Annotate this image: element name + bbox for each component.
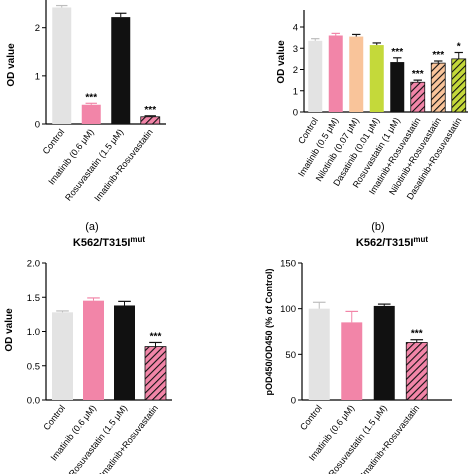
panel-c: K562/T315Imut OD value 0.0 0.5 1.0 1.5 2.0 Co… bbox=[4, 235, 172, 474]
y-tick-label: 1.5 bbox=[27, 293, 40, 304]
bar bbox=[52, 7, 72, 124]
bar bbox=[430, 62, 446, 113]
panel-c-title-superscript: mut bbox=[130, 235, 145, 244]
panel-c-title-main: K562/T315I bbox=[73, 237, 130, 249]
y-tick-label: 0 bbox=[291, 396, 296, 407]
y-tick-label: 4 bbox=[293, 23, 298, 34]
significance-label: * bbox=[457, 42, 461, 53]
bar bbox=[349, 36, 364, 112]
panel-d-ylabel: pOD450/OD450 (% of Control) bbox=[264, 268, 274, 395]
significance-label: *** bbox=[411, 329, 423, 340]
y-tick-label: 2.0 bbox=[27, 259, 40, 270]
bar bbox=[81, 104, 101, 124]
y-tick-label: 2 bbox=[293, 65, 298, 76]
x-tick-label: Control bbox=[298, 403, 324, 432]
y-tick-label: 1 bbox=[293, 86, 298, 97]
panel-c-title: K562/T315Imut bbox=[73, 235, 145, 249]
y-tick-label: 50 bbox=[285, 350, 296, 361]
bar bbox=[410, 81, 426, 113]
x-tick-label: Rosuvastatin (1.5 μM) bbox=[327, 403, 389, 474]
bar bbox=[328, 35, 343, 112]
x-tick-label: Control bbox=[41, 403, 67, 432]
y-tick-label: 100 bbox=[280, 304, 296, 315]
bar bbox=[83, 300, 104, 400]
panel-c-ylabel: OD value bbox=[4, 308, 15, 352]
y-tick-label: 0.5 bbox=[27, 361, 40, 372]
bar bbox=[369, 45, 384, 112]
y-tick-label: 3 bbox=[293, 44, 298, 55]
significance-label: *** bbox=[432, 50, 444, 61]
significance-label: *** bbox=[150, 331, 162, 342]
significance-label: *** bbox=[412, 69, 424, 80]
bar bbox=[373, 305, 395, 400]
bar bbox=[405, 342, 428, 401]
x-tick-label: Rosuvastatin (1.5 μM) bbox=[63, 127, 125, 203]
x-tick-label: Control bbox=[41, 127, 67, 156]
x-tick-label: Imatinib+Rosuvastatin bbox=[359, 403, 422, 474]
bar bbox=[451, 58, 467, 113]
y-tick-label: 150 bbox=[280, 259, 296, 270]
y-tick-label: 1.0 bbox=[27, 327, 40, 338]
panel-b-caption: (b) bbox=[371, 221, 384, 233]
significance-label: *** bbox=[144, 105, 156, 116]
y-tick-label: 0 bbox=[35, 120, 40, 131]
x-tick-label: Rosuvastatin (1.5 μM) bbox=[67, 403, 129, 474]
y-tick-label: 0 bbox=[293, 108, 298, 119]
x-tick-label: Imatinib+Rosuvastatin bbox=[92, 127, 155, 203]
significance-label: *** bbox=[391, 47, 403, 58]
panel-b-ylabel: OD value bbox=[276, 40, 287, 84]
panel-d: K562/T315Imut pOD450/OD450 (% of Control… bbox=[264, 235, 452, 474]
significance-label: *** bbox=[85, 92, 97, 103]
y-tick-label: 2 bbox=[35, 23, 40, 34]
panel-a-ylabel: OD value bbox=[6, 43, 17, 87]
bar bbox=[140, 116, 161, 125]
bar bbox=[308, 40, 323, 112]
bar bbox=[52, 312, 73, 400]
bar bbox=[111, 17, 131, 124]
panel-d-title-superscript: mut bbox=[413, 235, 428, 244]
bar bbox=[114, 305, 135, 400]
panel-d-title: K562/T315Imut bbox=[356, 235, 428, 249]
x-tick-label: Imatinib+Rosuvastatin bbox=[98, 403, 161, 474]
bar bbox=[341, 322, 363, 400]
bar bbox=[144, 346, 167, 401]
panel-d-title-main: K562/T315I bbox=[356, 237, 413, 249]
y-tick-label: 0.0 bbox=[27, 396, 40, 407]
bar bbox=[308, 308, 330, 400]
panel-a-caption: (a) bbox=[85, 221, 98, 233]
y-tick-label: 1 bbox=[35, 71, 40, 82]
bar bbox=[390, 62, 405, 112]
